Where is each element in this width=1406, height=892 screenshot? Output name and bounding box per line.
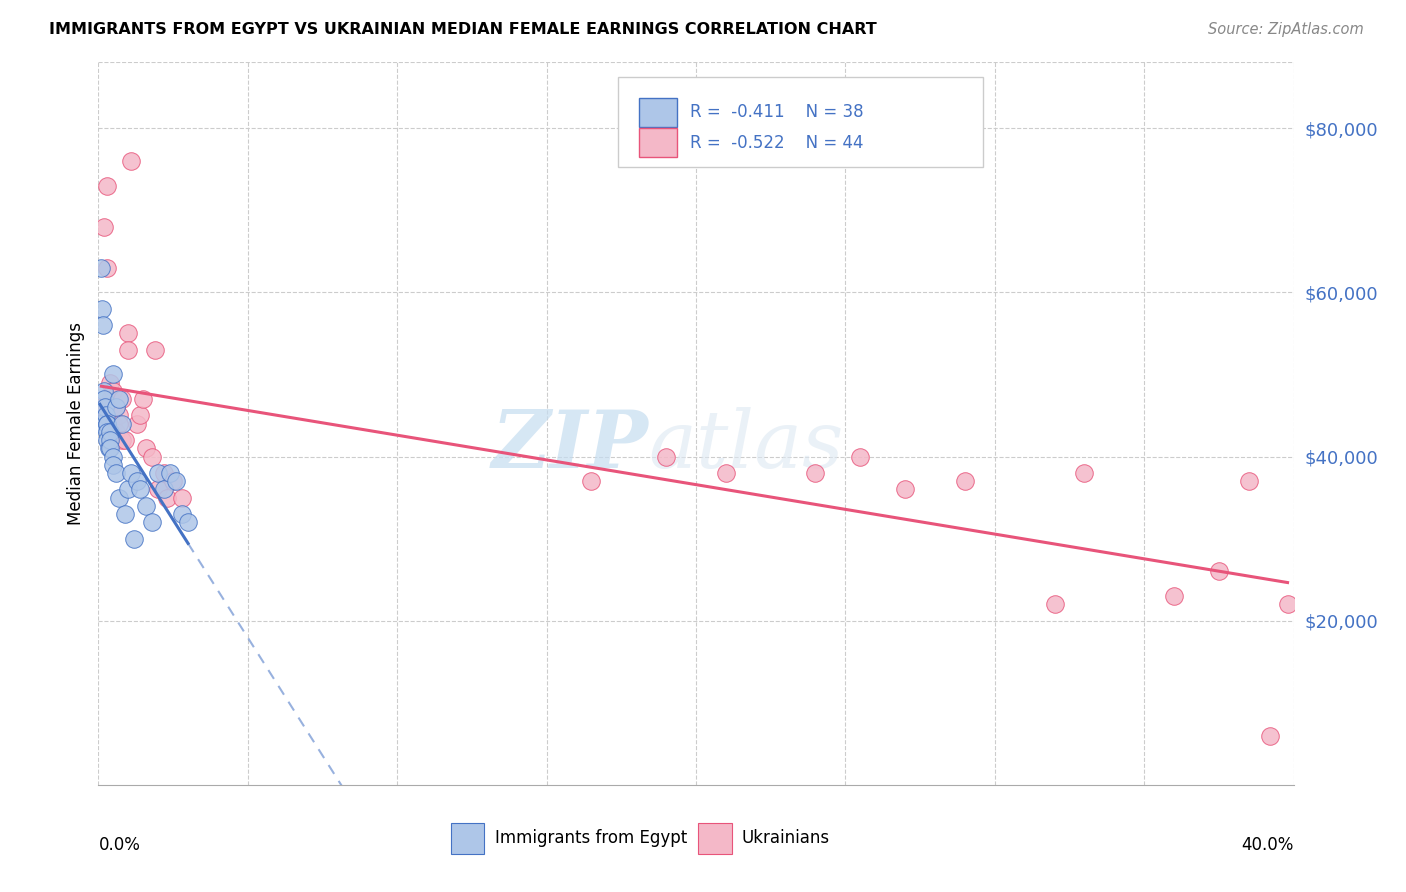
Point bbox=[93, 219, 115, 234]
Point bbox=[105, 425, 128, 439]
Point bbox=[98, 425, 122, 439]
Point bbox=[98, 442, 122, 456]
Text: Source: ZipAtlas.com: Source: ZipAtlas.com bbox=[1208, 22, 1364, 37]
Bar bbox=[451, 823, 485, 854]
Text: R =  -0.522    N = 44: R = -0.522 N = 44 bbox=[690, 134, 863, 152]
Point bbox=[96, 417, 118, 431]
Point bbox=[105, 466, 128, 480]
Point bbox=[93, 392, 115, 406]
Point bbox=[1237, 474, 1260, 488]
Bar bbox=[699, 823, 733, 854]
Point bbox=[96, 178, 118, 193]
Point bbox=[581, 474, 603, 488]
Point bbox=[148, 466, 170, 480]
Point bbox=[94, 409, 117, 423]
Point bbox=[96, 433, 118, 447]
Point bbox=[114, 507, 136, 521]
Point bbox=[89, 417, 111, 431]
Point bbox=[111, 417, 134, 431]
Point bbox=[97, 442, 120, 456]
Point bbox=[135, 499, 157, 513]
Point bbox=[1277, 598, 1299, 612]
Point bbox=[103, 368, 125, 382]
Text: ZIP: ZIP bbox=[491, 407, 648, 484]
Point bbox=[129, 409, 152, 423]
Point bbox=[91, 318, 114, 333]
Point bbox=[1073, 466, 1095, 480]
Point bbox=[103, 401, 125, 415]
Point bbox=[804, 466, 827, 480]
Point bbox=[117, 343, 139, 357]
Point bbox=[94, 401, 117, 415]
Bar bbox=[638, 128, 676, 157]
Point bbox=[108, 491, 131, 505]
Point bbox=[90, 260, 112, 275]
Point bbox=[90, 401, 112, 415]
Point bbox=[714, 466, 737, 480]
Point bbox=[127, 417, 149, 431]
Point bbox=[96, 260, 118, 275]
Point bbox=[98, 433, 122, 447]
Point bbox=[114, 433, 136, 447]
Text: R =  -0.411    N = 38: R = -0.411 N = 38 bbox=[690, 103, 863, 121]
Point bbox=[105, 401, 128, 415]
Point bbox=[96, 417, 118, 431]
Point bbox=[849, 450, 872, 464]
Point bbox=[132, 392, 155, 406]
Point bbox=[141, 450, 163, 464]
Point bbox=[172, 491, 194, 505]
Point bbox=[1043, 598, 1066, 612]
Point bbox=[111, 433, 134, 447]
Point bbox=[93, 384, 115, 398]
Point bbox=[143, 343, 166, 357]
Point bbox=[91, 301, 114, 316]
Text: Immigrants from Egypt: Immigrants from Egypt bbox=[495, 830, 688, 847]
Bar bbox=[638, 97, 676, 127]
Point bbox=[103, 384, 125, 398]
Point bbox=[162, 474, 184, 488]
Point bbox=[177, 515, 200, 529]
Point bbox=[111, 392, 134, 406]
Point bbox=[129, 483, 152, 497]
Point bbox=[103, 458, 125, 472]
Point bbox=[894, 483, 917, 497]
Point bbox=[1258, 729, 1281, 743]
Point bbox=[156, 491, 179, 505]
Point bbox=[165, 474, 187, 488]
Text: IMMIGRANTS FROM EGYPT VS UKRAINIAN MEDIAN FEMALE EARNINGS CORRELATION CHART: IMMIGRANTS FROM EGYPT VS UKRAINIAN MEDIA… bbox=[49, 22, 877, 37]
Point bbox=[153, 483, 176, 497]
Point bbox=[153, 466, 176, 480]
Point bbox=[1208, 565, 1230, 579]
Point bbox=[953, 474, 976, 488]
Point bbox=[117, 326, 139, 341]
Point bbox=[120, 466, 142, 480]
Point bbox=[148, 483, 170, 497]
Text: 40.0%: 40.0% bbox=[1241, 836, 1294, 854]
Point bbox=[141, 515, 163, 529]
Point bbox=[172, 507, 194, 521]
Point bbox=[655, 450, 678, 464]
Point bbox=[105, 401, 128, 415]
Text: Ukrainians: Ukrainians bbox=[741, 830, 830, 847]
Point bbox=[1163, 589, 1185, 603]
Point bbox=[135, 442, 157, 456]
Point bbox=[103, 417, 125, 431]
Text: atlas: atlas bbox=[648, 407, 844, 484]
Point bbox=[98, 392, 122, 406]
Point bbox=[108, 392, 131, 406]
Text: 0.0%: 0.0% bbox=[98, 836, 141, 854]
Point bbox=[103, 450, 125, 464]
Point bbox=[117, 483, 139, 497]
Point bbox=[120, 153, 142, 168]
Point bbox=[108, 417, 131, 431]
Point bbox=[96, 425, 118, 439]
Point bbox=[159, 466, 181, 480]
Point bbox=[127, 474, 149, 488]
Point bbox=[108, 409, 131, 423]
Point bbox=[98, 376, 122, 390]
Point bbox=[124, 532, 146, 546]
Y-axis label: Median Female Earnings: Median Female Earnings bbox=[66, 322, 84, 525]
FancyBboxPatch shape bbox=[619, 77, 983, 167]
